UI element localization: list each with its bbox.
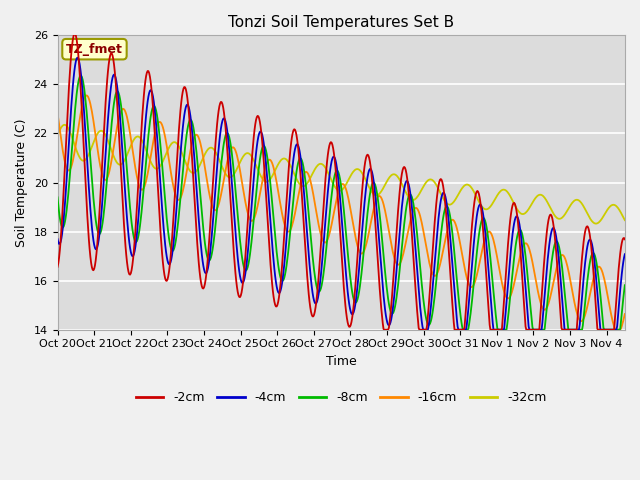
Text: TZ_fmet: TZ_fmet <box>66 43 123 56</box>
X-axis label: Time: Time <box>326 355 356 368</box>
Legend: -2cm, -4cm, -8cm, -16cm, -32cm: -2cm, -4cm, -8cm, -16cm, -32cm <box>131 386 552 409</box>
Title: Tonzi Soil Temperatures Set B: Tonzi Soil Temperatures Set B <box>228 15 454 30</box>
Y-axis label: Soil Temperature (C): Soil Temperature (C) <box>15 118 28 247</box>
